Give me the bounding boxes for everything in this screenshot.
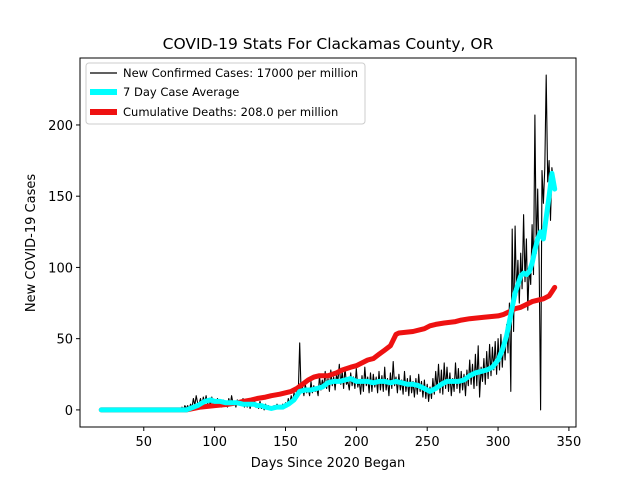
- x-tick-label: 200: [344, 435, 369, 450]
- y-tick-label: 50: [56, 333, 73, 348]
- chart-title: COVID-19 Stats For Clackamas County, OR: [163, 35, 494, 53]
- y-tick-label: 150: [48, 190, 73, 205]
- chart-legend: New Confirmed Cases: 17000 per million 7…: [85, 62, 366, 125]
- x-tick-label: 250: [415, 435, 440, 450]
- legend-label-average: 7 Day Case Average: [123, 85, 239, 99]
- x-tick-label: 300: [486, 435, 511, 450]
- x-tick-label: 50: [135, 435, 152, 450]
- y-axis-label: New COVID-19 Cases: [24, 174, 39, 312]
- series-line-1: [98, 170, 558, 413]
- y-tick-label: 100: [48, 261, 73, 276]
- legend-label-deaths: Cumulative Deaths: 208.0 per million: [123, 105, 338, 119]
- y-axis: 0 50 100 150 200: [48, 119, 80, 419]
- x-axis: 50 100 150 200 250 300 350: [135, 427, 581, 450]
- y-tick-label: 0: [65, 404, 73, 419]
- legend-label-daily: New Confirmed Cases: 17000 per million: [123, 66, 358, 80]
- x-tick-label: 350: [557, 435, 582, 450]
- y-tick-label: 200: [48, 119, 73, 134]
- x-axis-label: Days Since 2020 Began: [251, 456, 406, 471]
- legend-box: [85, 62, 366, 125]
- x-tick-label: 150: [273, 435, 298, 450]
- plot-area: [98, 74, 558, 413]
- x-tick-label: 100: [202, 435, 227, 450]
- axes-frame: [79, 57, 577, 428]
